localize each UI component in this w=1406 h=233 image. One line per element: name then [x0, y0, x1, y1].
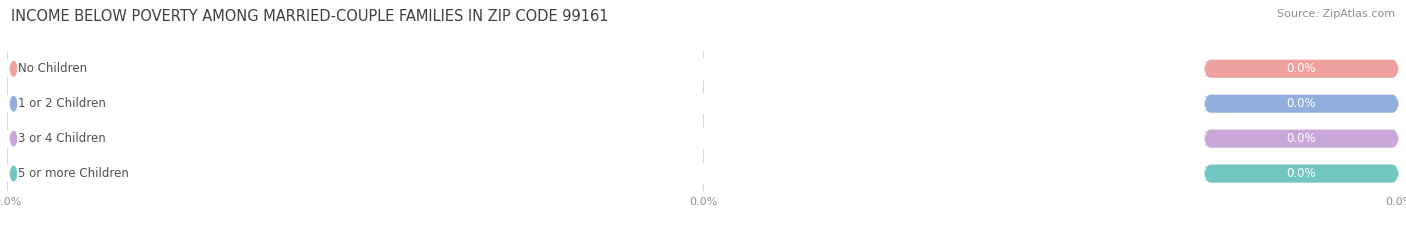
Circle shape [11, 62, 17, 76]
Text: 5 or more Children: 5 or more Children [18, 167, 128, 180]
FancyBboxPatch shape [7, 60, 1399, 78]
FancyBboxPatch shape [11, 60, 1208, 77]
Text: INCOME BELOW POVERTY AMONG MARRIED-COUPLE FAMILIES IN ZIP CODE 99161: INCOME BELOW POVERTY AMONG MARRIED-COUPL… [11, 9, 609, 24]
Text: No Children: No Children [18, 62, 87, 75]
Text: 3 or 4 Children: 3 or 4 Children [18, 132, 105, 145]
FancyBboxPatch shape [1204, 60, 1399, 78]
Circle shape [11, 96, 17, 111]
FancyBboxPatch shape [7, 130, 1399, 148]
Text: 0.0%: 0.0% [1286, 62, 1316, 75]
FancyBboxPatch shape [1204, 95, 1399, 113]
FancyBboxPatch shape [11, 95, 1208, 112]
FancyBboxPatch shape [1204, 130, 1399, 148]
Circle shape [11, 131, 17, 146]
FancyBboxPatch shape [7, 95, 1399, 113]
Circle shape [11, 166, 17, 181]
FancyBboxPatch shape [1204, 164, 1399, 183]
Text: 0.0%: 0.0% [1286, 132, 1316, 145]
Text: 0.0%: 0.0% [1286, 97, 1316, 110]
FancyBboxPatch shape [11, 130, 1208, 147]
Text: Source: ZipAtlas.com: Source: ZipAtlas.com [1277, 9, 1395, 19]
FancyBboxPatch shape [11, 165, 1208, 182]
Text: 0.0%: 0.0% [1286, 167, 1316, 180]
FancyBboxPatch shape [7, 164, 1399, 183]
Text: 1 or 2 Children: 1 or 2 Children [18, 97, 105, 110]
